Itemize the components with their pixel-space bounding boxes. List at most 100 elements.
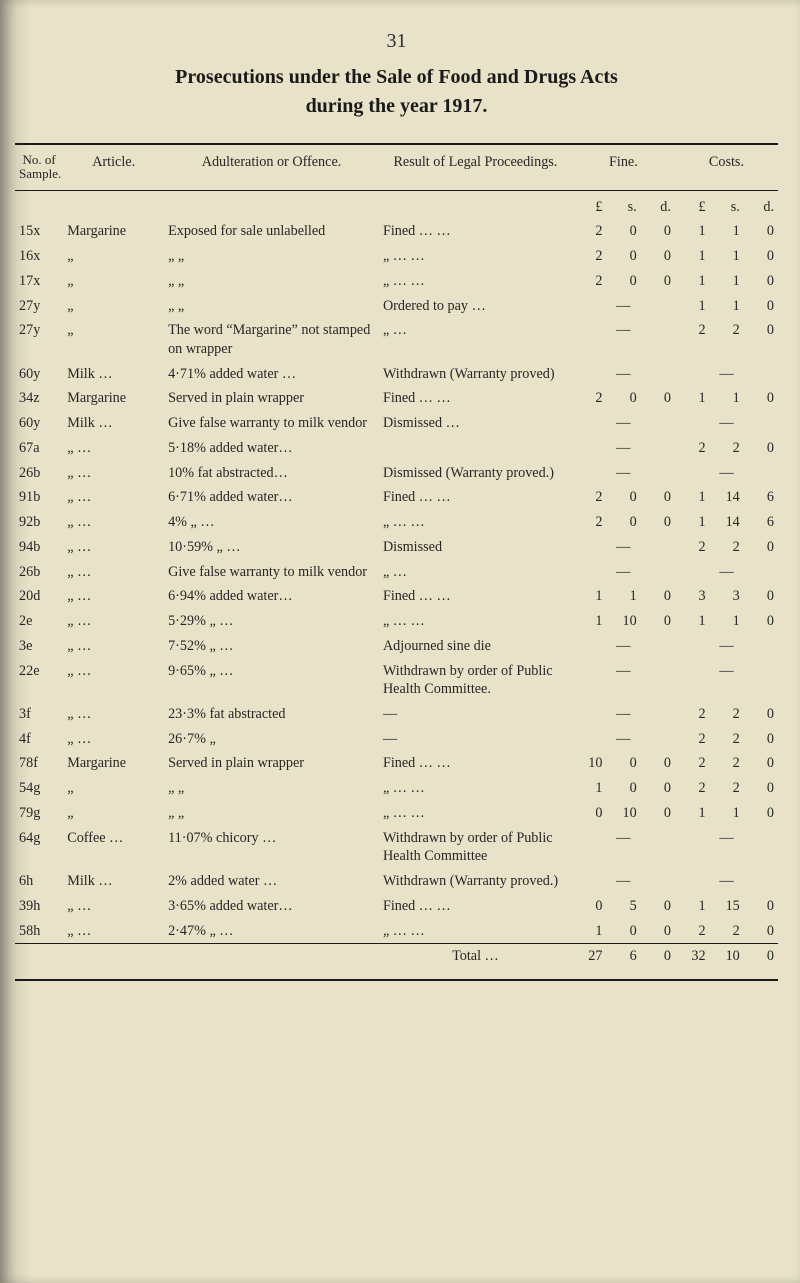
th-fine: Fine.: [572, 144, 675, 190]
cell-article: „ …: [63, 919, 164, 944]
prosecutions-table: No. of Sample. Article. Adulteration or …: [15, 143, 778, 981]
total-label: Total …: [379, 944, 572, 969]
cell-result: Dismissed (Warranty proved.): [379, 461, 572, 486]
cell-costs: 220: [675, 436, 778, 461]
title-line-2: during the year 1917.: [306, 95, 488, 117]
cell-adulteration: Served in plain wrapper: [164, 386, 379, 411]
cell-sample: 20d: [15, 584, 63, 609]
fine-subheader: £s.d.: [572, 195, 675, 220]
cell-article: „ …: [63, 634, 164, 659]
total-row: Total … 2760 32100: [15, 944, 778, 969]
title-line-1: Prosecutions under the Sale of Food and …: [175, 66, 618, 88]
cell-fine: —: [572, 727, 675, 752]
cell-fine: —: [572, 659, 675, 702]
cell-adulteration: 4·71% added water …: [164, 362, 379, 387]
table-row: 91b„ …6·71% added water…Fined … …2001146: [15, 485, 778, 510]
cell-article: „: [63, 318, 164, 361]
cell-fine: 200: [572, 269, 675, 294]
cell-fine: 200: [572, 219, 675, 244]
cell-article: Milk …: [63, 869, 164, 894]
cell-adulteration: The word “Margarine” not stamped on wrap…: [164, 318, 379, 361]
table-row: 20d„ …6·94% added water…Fined … …110330: [15, 584, 778, 609]
table-row: 60yMilk …4·71% added water …Withdrawn (W…: [15, 362, 778, 387]
cell-adulteration: 10% fat abstracted…: [164, 461, 379, 486]
cell-adulteration: 2% added water …: [164, 869, 379, 894]
cell-costs: —: [675, 411, 778, 436]
cell-article: „: [63, 269, 164, 294]
table-row: 15xMargarineExposed for sale unlabelledF…: [15, 219, 778, 244]
cell-sample: 26b: [15, 560, 63, 585]
cell-result: Withdrawn (Warranty proved.): [379, 869, 572, 894]
cell-fine: —: [572, 436, 675, 461]
cell-fine: 110: [572, 584, 675, 609]
cell-fine: —: [572, 634, 675, 659]
cell-sample: 67a: [15, 436, 63, 461]
cell-article: Milk …: [63, 362, 164, 387]
cell-costs: 110: [675, 244, 778, 269]
cell-sample: 16x: [15, 244, 63, 269]
cell-sample: 60y: [15, 362, 63, 387]
cell-result: „ …: [379, 560, 572, 585]
cell-adulteration: 2·47% „ …: [164, 919, 379, 944]
table-head: No. of Sample. Article. Adulteration or …: [15, 144, 778, 190]
page-number: 31: [15, 30, 778, 53]
cell-sample: 27y: [15, 318, 63, 361]
cell-result: —: [379, 702, 572, 727]
cell-costs: 110: [675, 219, 778, 244]
cell-costs: —: [675, 869, 778, 894]
cell-costs: 220: [675, 751, 778, 776]
table-row: 4f„ …26·7% „——220: [15, 727, 778, 752]
cell-sample: 91b: [15, 485, 63, 510]
cell-sample: 26b: [15, 461, 63, 486]
table-row: 64gCoffee …11·07% chicory …Withdrawn by …: [15, 826, 778, 869]
cell-sample: 22e: [15, 659, 63, 702]
table-row: 26b„ …10% fat abstracted…Dismissed (Warr…: [15, 461, 778, 486]
cell-result: Dismissed: [379, 535, 572, 560]
cell-article: „: [63, 294, 164, 319]
cell-costs: 220: [675, 702, 778, 727]
cell-fine: 1000: [572, 751, 675, 776]
table-row: 27y„„ „Ordered to pay …—110: [15, 294, 778, 319]
cell-result: Ordered to pay …: [379, 294, 572, 319]
cell-result: Withdrawn (Warranty proved): [379, 362, 572, 387]
cell-costs: 330: [675, 584, 778, 609]
table-row: 3e„ …7·52% „ …Adjourned sine die——: [15, 634, 778, 659]
cell-adulteration: 3·65% added water…: [164, 894, 379, 919]
th-adulteration: Adulteration or Offence.: [164, 144, 379, 190]
cell-fine: —: [572, 362, 675, 387]
cell-fine: —: [572, 702, 675, 727]
total-costs: 32100: [675, 944, 778, 969]
table-row: 17x„„ „„ … …200110: [15, 269, 778, 294]
cell-sample: 2e: [15, 609, 63, 634]
cell-sample: 94b: [15, 535, 63, 560]
cell-article: „ …: [63, 510, 164, 535]
table-row: 26b„ …Give false warranty to milk vendor…: [15, 560, 778, 585]
table-body: £s.d. £s.d. 15xMargarineExposed for sale…: [15, 190, 778, 944]
cell-adulteration: Served in plain wrapper: [164, 751, 379, 776]
th-result: Result of Legal Proceedings.: [379, 144, 572, 190]
table-foot: Total … 2760 32100: [15, 944, 778, 980]
th-sample: No. of Sample.: [15, 144, 63, 190]
cell-fine: —: [572, 461, 675, 486]
table-row: 78fMargarineServed in plain wrapperFined…: [15, 751, 778, 776]
cell-result: Adjourned sine die: [379, 634, 572, 659]
cell-sample: 78f: [15, 751, 63, 776]
table-row: 58h„ …2·47% „ …„ … …100220: [15, 919, 778, 944]
table-row: 6hMilk …2% added water …Withdrawn (Warra…: [15, 869, 778, 894]
table-row: 16x„„ „„ … …200110: [15, 244, 778, 269]
cell-fine: —: [572, 411, 675, 436]
table-row: 92b„ …4% „ …„ … …2001146: [15, 510, 778, 535]
cell-result: „ … …: [379, 609, 572, 634]
cell-article: „: [63, 244, 164, 269]
cell-adulteration: 4% „ …: [164, 510, 379, 535]
cell-sample: 6h: [15, 869, 63, 894]
cell-sample: 58h: [15, 919, 63, 944]
table-row: 3f„ …23·3% fat abstracted——220: [15, 702, 778, 727]
table-row: 39h„ …3·65% added water…Fined … …0501150: [15, 894, 778, 919]
cell-fine: —: [572, 560, 675, 585]
cell-adulteration: 9·65% „ …: [164, 659, 379, 702]
cell-article: „ …: [63, 727, 164, 752]
cell-costs: —: [675, 362, 778, 387]
cell-costs: 1146: [675, 485, 778, 510]
table-row: 94b„ …10·59% „ …Dismissed—220: [15, 535, 778, 560]
